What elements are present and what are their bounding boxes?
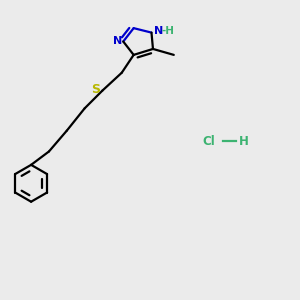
- Text: S: S: [91, 83, 100, 96]
- Text: H: H: [239, 135, 249, 148]
- Text: -H: -H: [162, 26, 175, 36]
- Text: N: N: [113, 36, 122, 46]
- Text: N: N: [154, 26, 163, 36]
- Text: Cl: Cl: [202, 135, 215, 148]
